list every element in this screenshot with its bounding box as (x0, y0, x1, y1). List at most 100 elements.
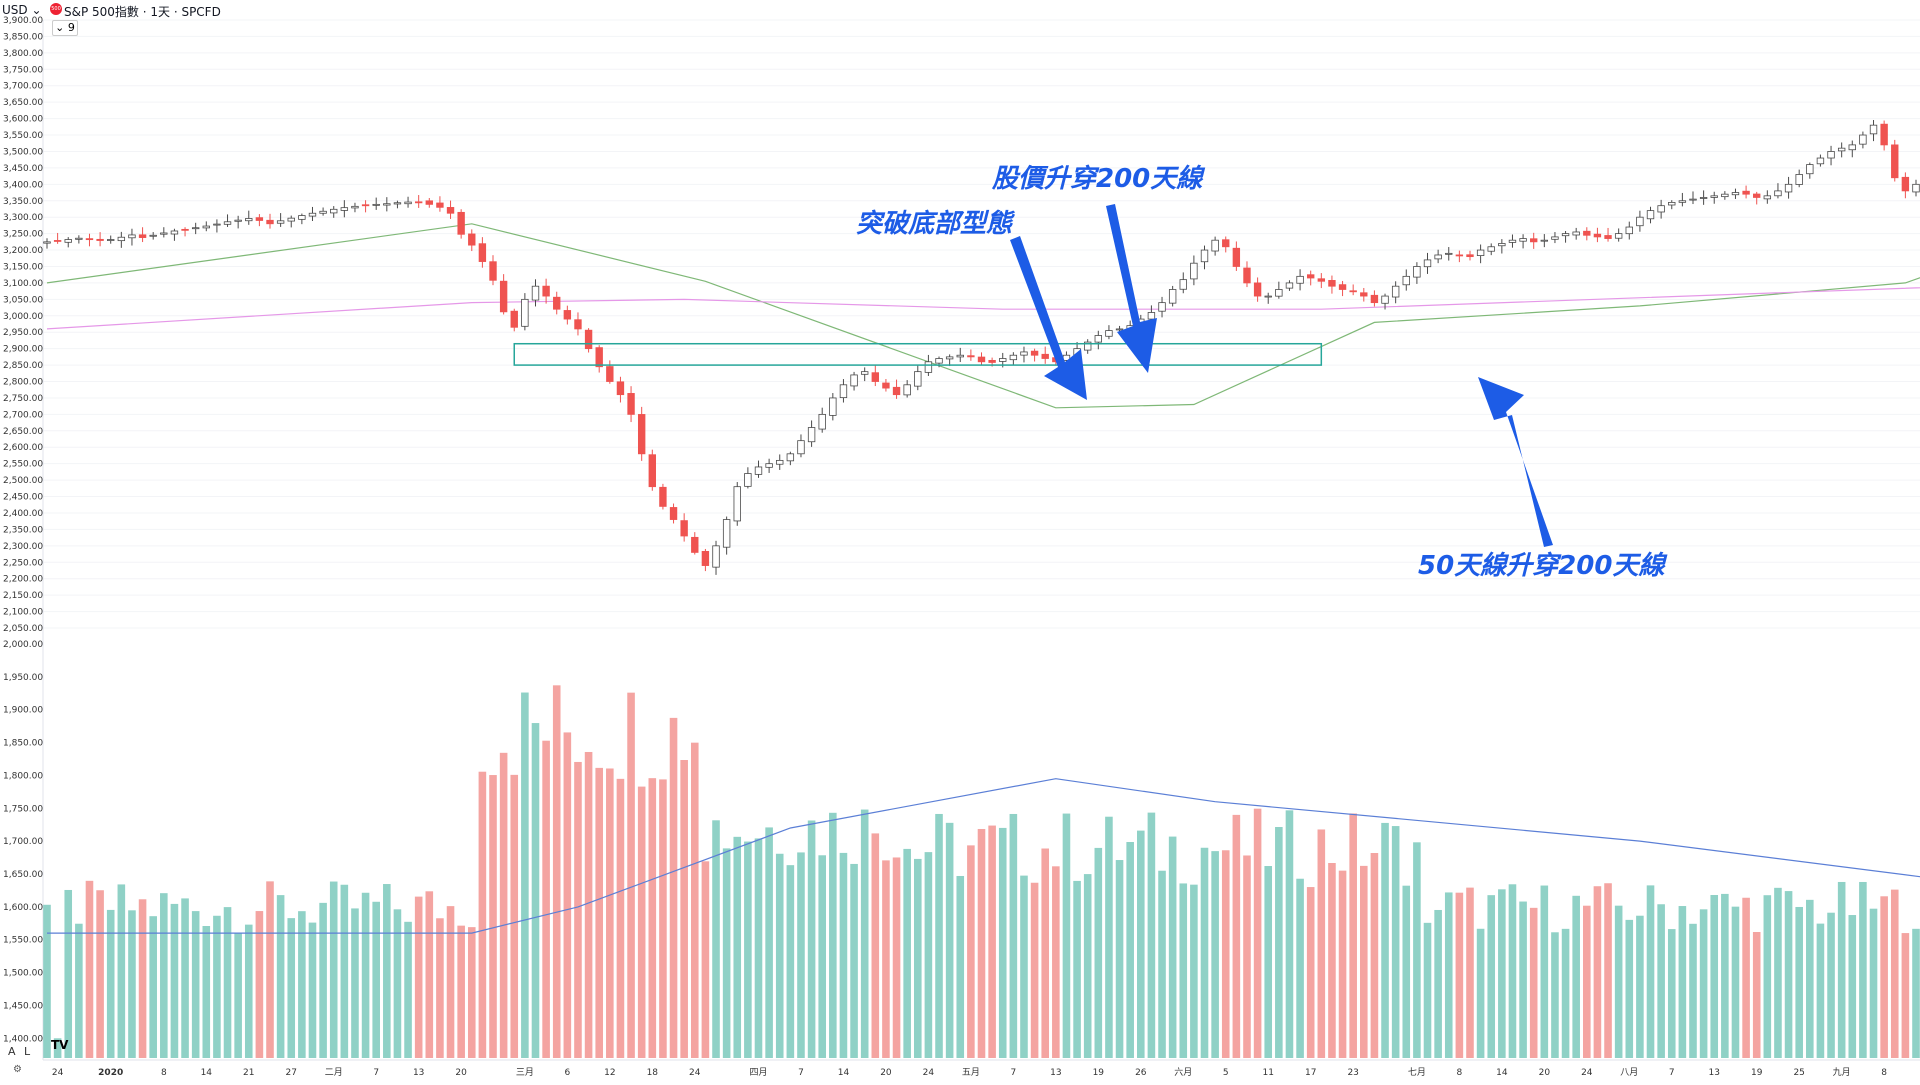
volume-bar (85, 880, 94, 1058)
volume-bar (1094, 847, 1103, 1058)
candle (1614, 233, 1623, 239)
price-tick-label: 3,100.00 (3, 279, 43, 289)
volume-bar (977, 828, 986, 1058)
candle (1147, 312, 1156, 320)
candle (414, 201, 423, 204)
candle (160, 232, 168, 235)
settings-icon[interactable]: ⚙ (13, 1064, 22, 1075)
candle (1391, 285, 1400, 298)
volume-bar (1710, 895, 1719, 1058)
breakout-zone (513, 342, 1323, 366)
candle (510, 310, 518, 328)
volume-bar (1667, 929, 1676, 1058)
collapse-indicators-button[interactable]: ⌄ 9 (52, 20, 78, 36)
volume-ma-line (47, 778, 1920, 934)
volume-bar (372, 901, 380, 1058)
price-tick-label: 2,400.00 (3, 509, 43, 519)
candle (276, 220, 285, 224)
time-tick-label: 24 (689, 1068, 701, 1078)
candle (1572, 231, 1580, 236)
time-tick-label: 2020 (98, 1068, 123, 1078)
candle (1678, 200, 1687, 203)
volume-bar (478, 771, 487, 1058)
price-tick-label: 3,250.00 (3, 230, 43, 240)
volume-bar (1296, 878, 1304, 1058)
volume-bar (1221, 850, 1230, 1058)
volume-bar (213, 915, 221, 1058)
volume-bar (1625, 919, 1634, 1058)
volume-bar (170, 903, 179, 1058)
candle (1381, 295, 1389, 304)
candle (691, 536, 699, 553)
volume-bar (1306, 887, 1315, 1058)
chevron-down-icon: ⌄ (31, 3, 42, 17)
candle (1742, 190, 1750, 195)
time-tick-label: 八月 (1620, 1067, 1638, 1078)
volume-bar (775, 853, 784, 1058)
volume-bar (913, 858, 922, 1058)
candle (776, 459, 784, 465)
volume-bar (1806, 899, 1814, 1058)
annotation-ma-cross: 50天線升穿200天線 (1418, 551, 1667, 581)
price-tick-label: 2,800.00 (3, 378, 43, 388)
candle (1168, 289, 1177, 304)
candle (1402, 275, 1410, 286)
candle (191, 227, 200, 230)
currency-selector[interactable]: USD ⌄ (2, 3, 42, 17)
volume-bar (425, 891, 434, 1058)
volume-bar (319, 902, 327, 1058)
candle (1349, 290, 1357, 293)
candle (1211, 239, 1219, 252)
candle (1200, 249, 1209, 263)
volume-bar (1763, 895, 1772, 1058)
volume-bar (1561, 928, 1570, 1058)
volume-bar (1583, 905, 1591, 1058)
volume-tick-label: 1,650.00 (3, 870, 43, 880)
price-tick-label: 3,500.00 (3, 147, 43, 157)
volume-bar (191, 911, 200, 1058)
candle (1222, 239, 1230, 248)
time-tick-label: 7 (1669, 1068, 1675, 1078)
log-scale-button[interactable]: L (24, 1045, 31, 1058)
candle (935, 358, 943, 364)
candle (945, 356, 954, 360)
volume-bar (924, 852, 933, 1058)
volume-bar (818, 855, 827, 1058)
volume-bar (75, 923, 83, 1058)
volume-bar (1614, 905, 1623, 1058)
volume-bar (712, 820, 720, 1058)
volume-bar (138, 899, 147, 1058)
volume-bar (276, 895, 285, 1058)
volume-bar (733, 836, 742, 1058)
candle (1912, 183, 1920, 193)
volume-tick-label: 1,450.00 (3, 1001, 43, 1011)
volume-bar (680, 760, 688, 1058)
volume-bar (690, 742, 699, 1058)
volume-tick-label: 1,550.00 (3, 936, 43, 946)
volume-bar (96, 890, 104, 1058)
candle (680, 520, 688, 537)
auto-scale-button[interactable]: A (8, 1045, 16, 1058)
price-tick-label: 3,650.00 (3, 98, 43, 108)
candle (468, 233, 476, 246)
price-tick-label: 3,900.00 (3, 16, 43, 26)
volume-bar (329, 881, 338, 1058)
volume-bar (1540, 885, 1549, 1058)
volume-bar (1529, 907, 1538, 1058)
time-tick-label: 17 (1305, 1068, 1316, 1078)
candle (595, 347, 603, 368)
candle (1540, 239, 1549, 242)
candle (542, 285, 550, 297)
price-tick-label: 2,450.00 (3, 493, 43, 503)
candle (489, 261, 497, 281)
arrow-price-cross (1106, 204, 1157, 373)
volume-bar (754, 838, 763, 1058)
time-tick-label: 七月 (1408, 1067, 1426, 1078)
candle (1837, 147, 1846, 152)
volume-bar (1253, 808, 1262, 1058)
candle (967, 355, 975, 358)
arrow-breakout (1010, 236, 1087, 400)
volume-bar (1052, 866, 1060, 1058)
candle (1423, 259, 1432, 268)
